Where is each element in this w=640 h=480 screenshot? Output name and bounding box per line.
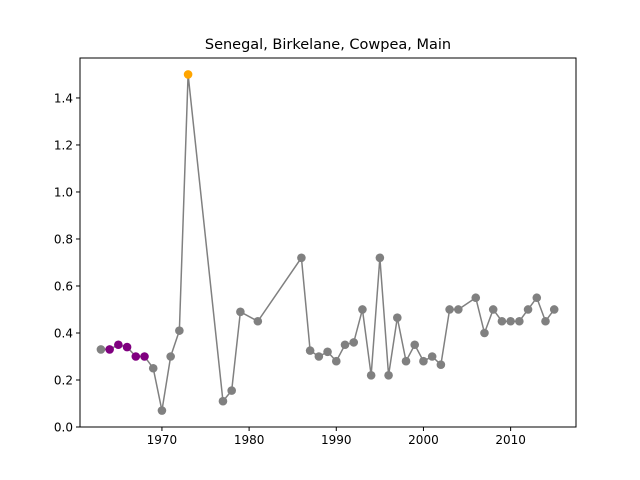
data-point [480,328,489,338]
series-layer [96,70,559,415]
y-tick-label: 1.4 [54,91,73,105]
data-point [105,345,114,354]
data-point [114,340,123,350]
y-tick-label: 0.2 [54,373,73,387]
data-point [506,316,515,326]
data-point [157,406,167,415]
data-point [323,347,332,357]
data-point [314,352,324,361]
data-point [122,342,132,352]
data-point [523,305,533,314]
data-point [175,326,184,335]
data-point [358,305,367,314]
data-point [454,305,463,314]
data-point [488,305,498,314]
data-point [340,340,350,350]
y-tick-label: 0.8 [54,232,73,246]
data-point [297,253,306,263]
data-point [366,370,376,380]
y-tick-label: 1.0 [54,185,73,199]
y-tick-label: 0.0 [54,421,73,435]
data-point [532,293,542,303]
x-tick-label: 2010 [495,433,526,447]
y-tick-label: 1.2 [54,138,73,152]
plot-area-frame [79,57,577,428]
chart-title: Senegal, Birkelane, Cowpea, Main [205,37,451,53]
data-point [471,293,481,303]
data-point [515,316,524,326]
data-point [375,253,385,263]
x-tick-label: 1980 [234,433,265,447]
x-tick-label: 1990 [321,433,352,447]
data-point [183,70,193,79]
data-point [393,313,402,323]
y-tick-label: 0.4 [54,326,73,340]
data-point [253,316,263,326]
data-point [131,352,141,361]
data-point [166,352,175,361]
data-point [497,316,507,326]
data-point [549,305,559,314]
data-point [436,360,446,370]
x-tick-label: 1970 [147,433,178,447]
y-tick-label: 0.6 [54,279,73,293]
data-point [236,307,245,317]
data-point [427,352,437,361]
data-point [401,356,411,366]
data-point [410,340,420,350]
data-point [305,346,315,355]
data-point [541,316,550,326]
data-point [218,396,228,406]
data-point [148,363,158,373]
data-point [227,386,236,395]
data-point [140,352,149,361]
data-point [384,370,393,380]
data-point [96,345,106,354]
data-point [349,338,359,347]
data-point [445,305,454,314]
ticks-layer: 1970 1980 1990 2000 2010 0.0 0.2 0.4 0.6 0.8 1.0 1.… [54,91,526,447]
x-tick-label: 2000 [408,433,439,447]
data-point [419,356,428,366]
data-point [331,356,341,366]
